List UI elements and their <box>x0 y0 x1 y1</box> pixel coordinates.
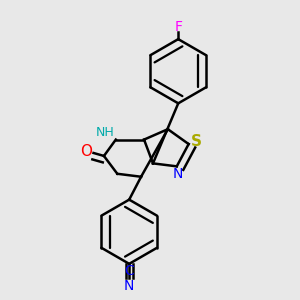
Text: NH: NH <box>96 126 115 139</box>
Text: F: F <box>174 20 182 34</box>
Text: S: S <box>190 134 202 149</box>
Text: O: O <box>80 144 92 159</box>
Text: N: N <box>124 278 134 292</box>
Text: C: C <box>124 264 134 278</box>
Text: N: N <box>172 167 182 181</box>
